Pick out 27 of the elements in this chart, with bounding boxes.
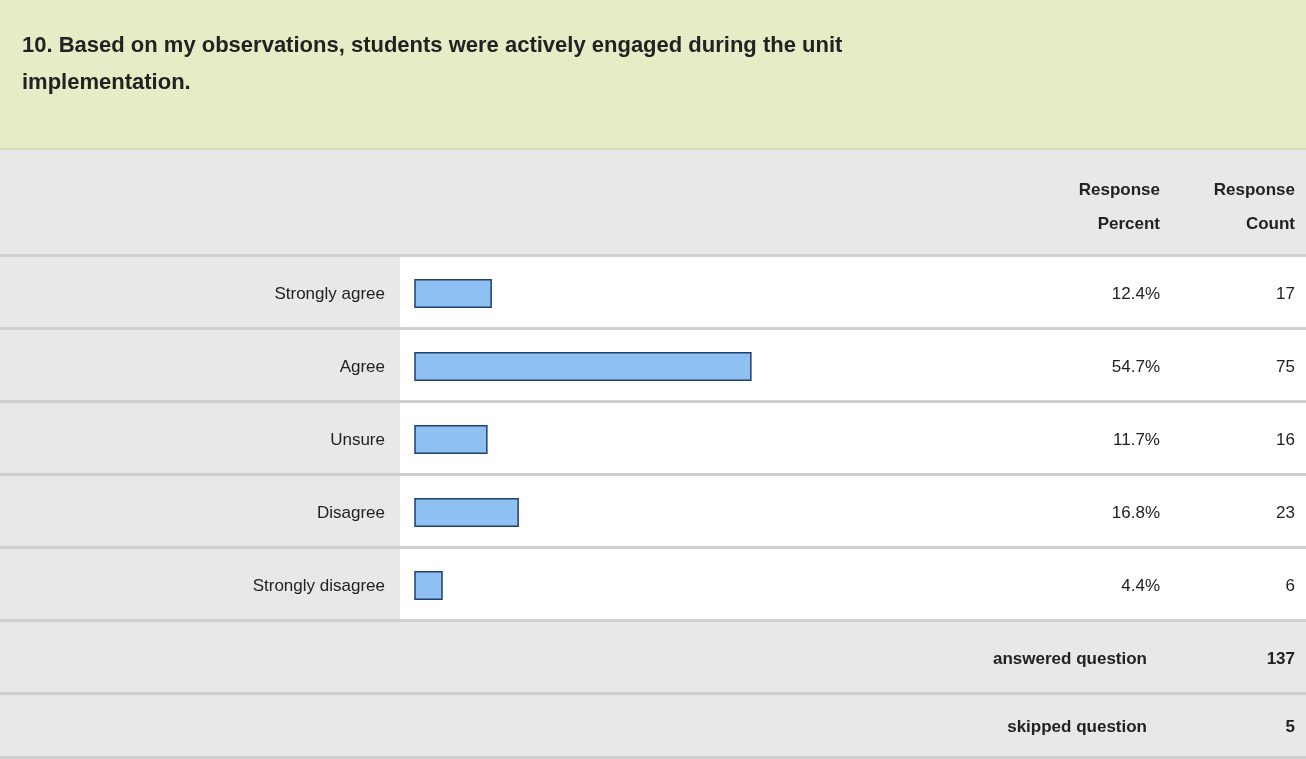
data-label: 16.8% — [1111, 502, 1160, 522]
text: 17 — [1276, 283, 1295, 303]
text: 16 — [1276, 429, 1295, 449]
text: 23 — [1276, 502, 1295, 522]
text: 75 — [1276, 356, 1295, 376]
text: 6 — [1285, 575, 1295, 595]
data-label: 54.7% — [1111, 356, 1160, 376]
data-label: 11.7% — [1113, 429, 1160, 449]
y-tick-label: Strongly disagree — [252, 575, 385, 595]
text: 5 — [1285, 717, 1295, 736]
y-tick-label: Disagree — [316, 502, 385, 522]
chart-title: 10. Based on my observations, students were actively engaged during the unit implementation. — [22, 31, 844, 96]
bar — [414, 351, 752, 382]
bar — [414, 497, 519, 528]
bar — [414, 424, 488, 455]
text: Response Count — [1213, 180, 1296, 233]
y-tick-label: Unsure — [330, 429, 385, 449]
y-tick-label: Agree — [339, 356, 385, 376]
y-tick-label: Strongly agree — [274, 283, 385, 303]
text: 137 — [1266, 648, 1295, 668]
data-label: 12.4% — [1111, 283, 1160, 303]
data-label: 4.4% — [1121, 575, 1160, 595]
text: skipped question — [1007, 717, 1147, 736]
text: answered question — [993, 648, 1147, 668]
bar — [414, 278, 492, 309]
bar — [414, 570, 443, 601]
text: Response Percent — [1078, 180, 1161, 233]
